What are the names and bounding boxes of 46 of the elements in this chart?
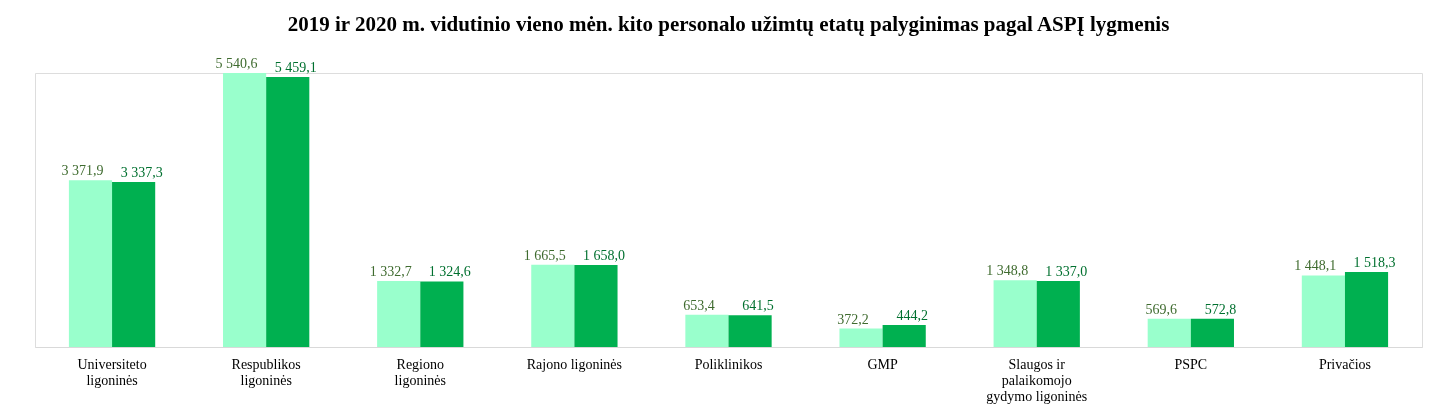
x-tick-label: Privačios — [1318, 356, 1371, 372]
bar — [223, 73, 267, 347]
data-label: 572,8 — [1204, 301, 1237, 317]
data-label: 1 337,0 — [1045, 263, 1088, 279]
bar — [531, 264, 575, 347]
bar — [1147, 318, 1191, 347]
data-label: 653,4 — [683, 297, 715, 313]
data-label: 1 332,7 — [369, 264, 412, 280]
bar — [420, 281, 464, 347]
data-label: 5 459,1 — [274, 60, 317, 76]
bar — [68, 180, 113, 347]
data-label: 5 540,6 — [215, 56, 258, 71]
bar — [1301, 275, 1345, 347]
bar — [377, 281, 421, 347]
bar — [1036, 280, 1080, 347]
data-label: 3 337,3 — [120, 164, 163, 180]
data-label: 3 371,9 — [61, 163, 104, 179]
data-label: 1 448,1 — [1294, 258, 1337, 274]
bar — [882, 325, 926, 347]
x-tick-label: Universiteto ligoninės — [77, 356, 147, 388]
bar — [574, 265, 618, 347]
data-label: 1 518,3 — [1353, 254, 1396, 270]
data-label: 1 348,8 — [986, 263, 1029, 279]
x-tick-label: Regiono ligoninės — [394, 356, 446, 388]
data-label: 1 324,6 — [428, 264, 471, 280]
x-tick-label: Poliklinikos — [694, 356, 763, 372]
bar — [112, 181, 156, 347]
data-label: 641,5 — [742, 298, 774, 314]
bar — [728, 315, 772, 347]
bar — [993, 280, 1037, 347]
bar — [685, 314, 729, 347]
x-tick-label: Slaugos ir palaikomojo gydymo ligoninės — [986, 356, 1088, 404]
data-label: 1 658,0 — [582, 248, 625, 264]
bar — [839, 328, 883, 347]
data-label: 1 665,5 — [523, 247, 566, 263]
data-label: 372,2 — [837, 311, 869, 327]
bar — [1344, 271, 1389, 347]
chart-title: 2019 ir 2020 m. vidutinio vieno mėn. kito personalo užimtų etatų palyginimas pagal ASPĮ lygmenis — [287, 12, 1170, 36]
data-label: 569,6 — [1145, 301, 1178, 317]
x-tick-label: GMP — [867, 356, 898, 372]
x-tick-label: PSPC — [1174, 356, 1208, 372]
x-tick-label: Respublikos ligoninės — [231, 356, 301, 388]
bar — [266, 77, 310, 347]
data-label: 444,2 — [896, 308, 928, 324]
bar — [1190, 318, 1234, 347]
x-tick-label: Rajono ligoninės — [526, 356, 623, 372]
